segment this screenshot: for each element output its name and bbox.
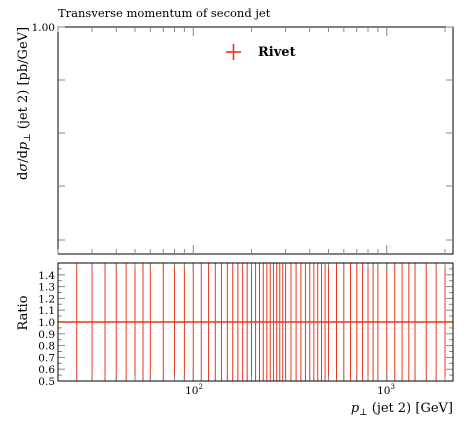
main-panel [57,26,454,255]
main-y-axis-label: dσ/dp⊥ (jet 2) [pb/GeV] [16,27,33,180]
ratio-y-axis-label: Ratio [16,295,31,330]
x-axis-label: p⊥ (jet 2) [GeV] [351,401,453,418]
ylabel-rest: (jet 2) [pb/GeV] [16,27,31,133]
ratio-panel: 0.50.60.70.80.91.01.11.21.31.4 [38,262,454,388]
xtick-label-100: 102 [185,383,203,397]
ylabel-sigma: σ [16,162,31,172]
ylabel-pre: d [16,172,31,180]
ratio-ytick-label: 1.3 [38,282,55,294]
xtick-label-1000: 103 [377,383,395,397]
ratio-ytick-label: 0.7 [38,352,55,364]
ratio-ytick-label: 1.1 [38,305,55,317]
chart-title: Transverse momentum of second jet [58,6,271,20]
ratio-ytick-label: 0.9 [38,329,55,341]
xlabel-sub: ⊥ [359,408,367,418]
ratio-ytick-label: 0.5 [38,376,55,388]
xtick-exp: 3 [390,383,394,391]
xtick-base: 10 [185,385,198,397]
ratio-ytick-label: 0.6 [38,364,55,376]
ratio-ytick-label: 1.4 [38,270,55,282]
ylabel-var: p [16,141,31,150]
ylabel-sub: ⊥ [23,133,33,141]
ratio-ytick-label: 1.2 [38,293,55,305]
xlabel-rest: (jet 2) [GeV] [368,401,453,416]
xtick-base: 10 [377,385,390,397]
main-frame [57,26,454,255]
xtick-exp: 2 [198,383,202,391]
legend-label-rivet: Rivet [258,45,296,60]
ratio-frame [57,262,454,382]
ratio-ytick-label: 0.8 [38,341,55,353]
legend-marker-rivet [226,44,241,60]
legend: Rivet [226,44,296,60]
xlabel-var: p [351,401,360,416]
ylabel-mid: /d [16,150,31,163]
ratio-ytick-label: 1.0 [38,317,55,329]
main-ytick-label: 1.00 [32,22,55,34]
